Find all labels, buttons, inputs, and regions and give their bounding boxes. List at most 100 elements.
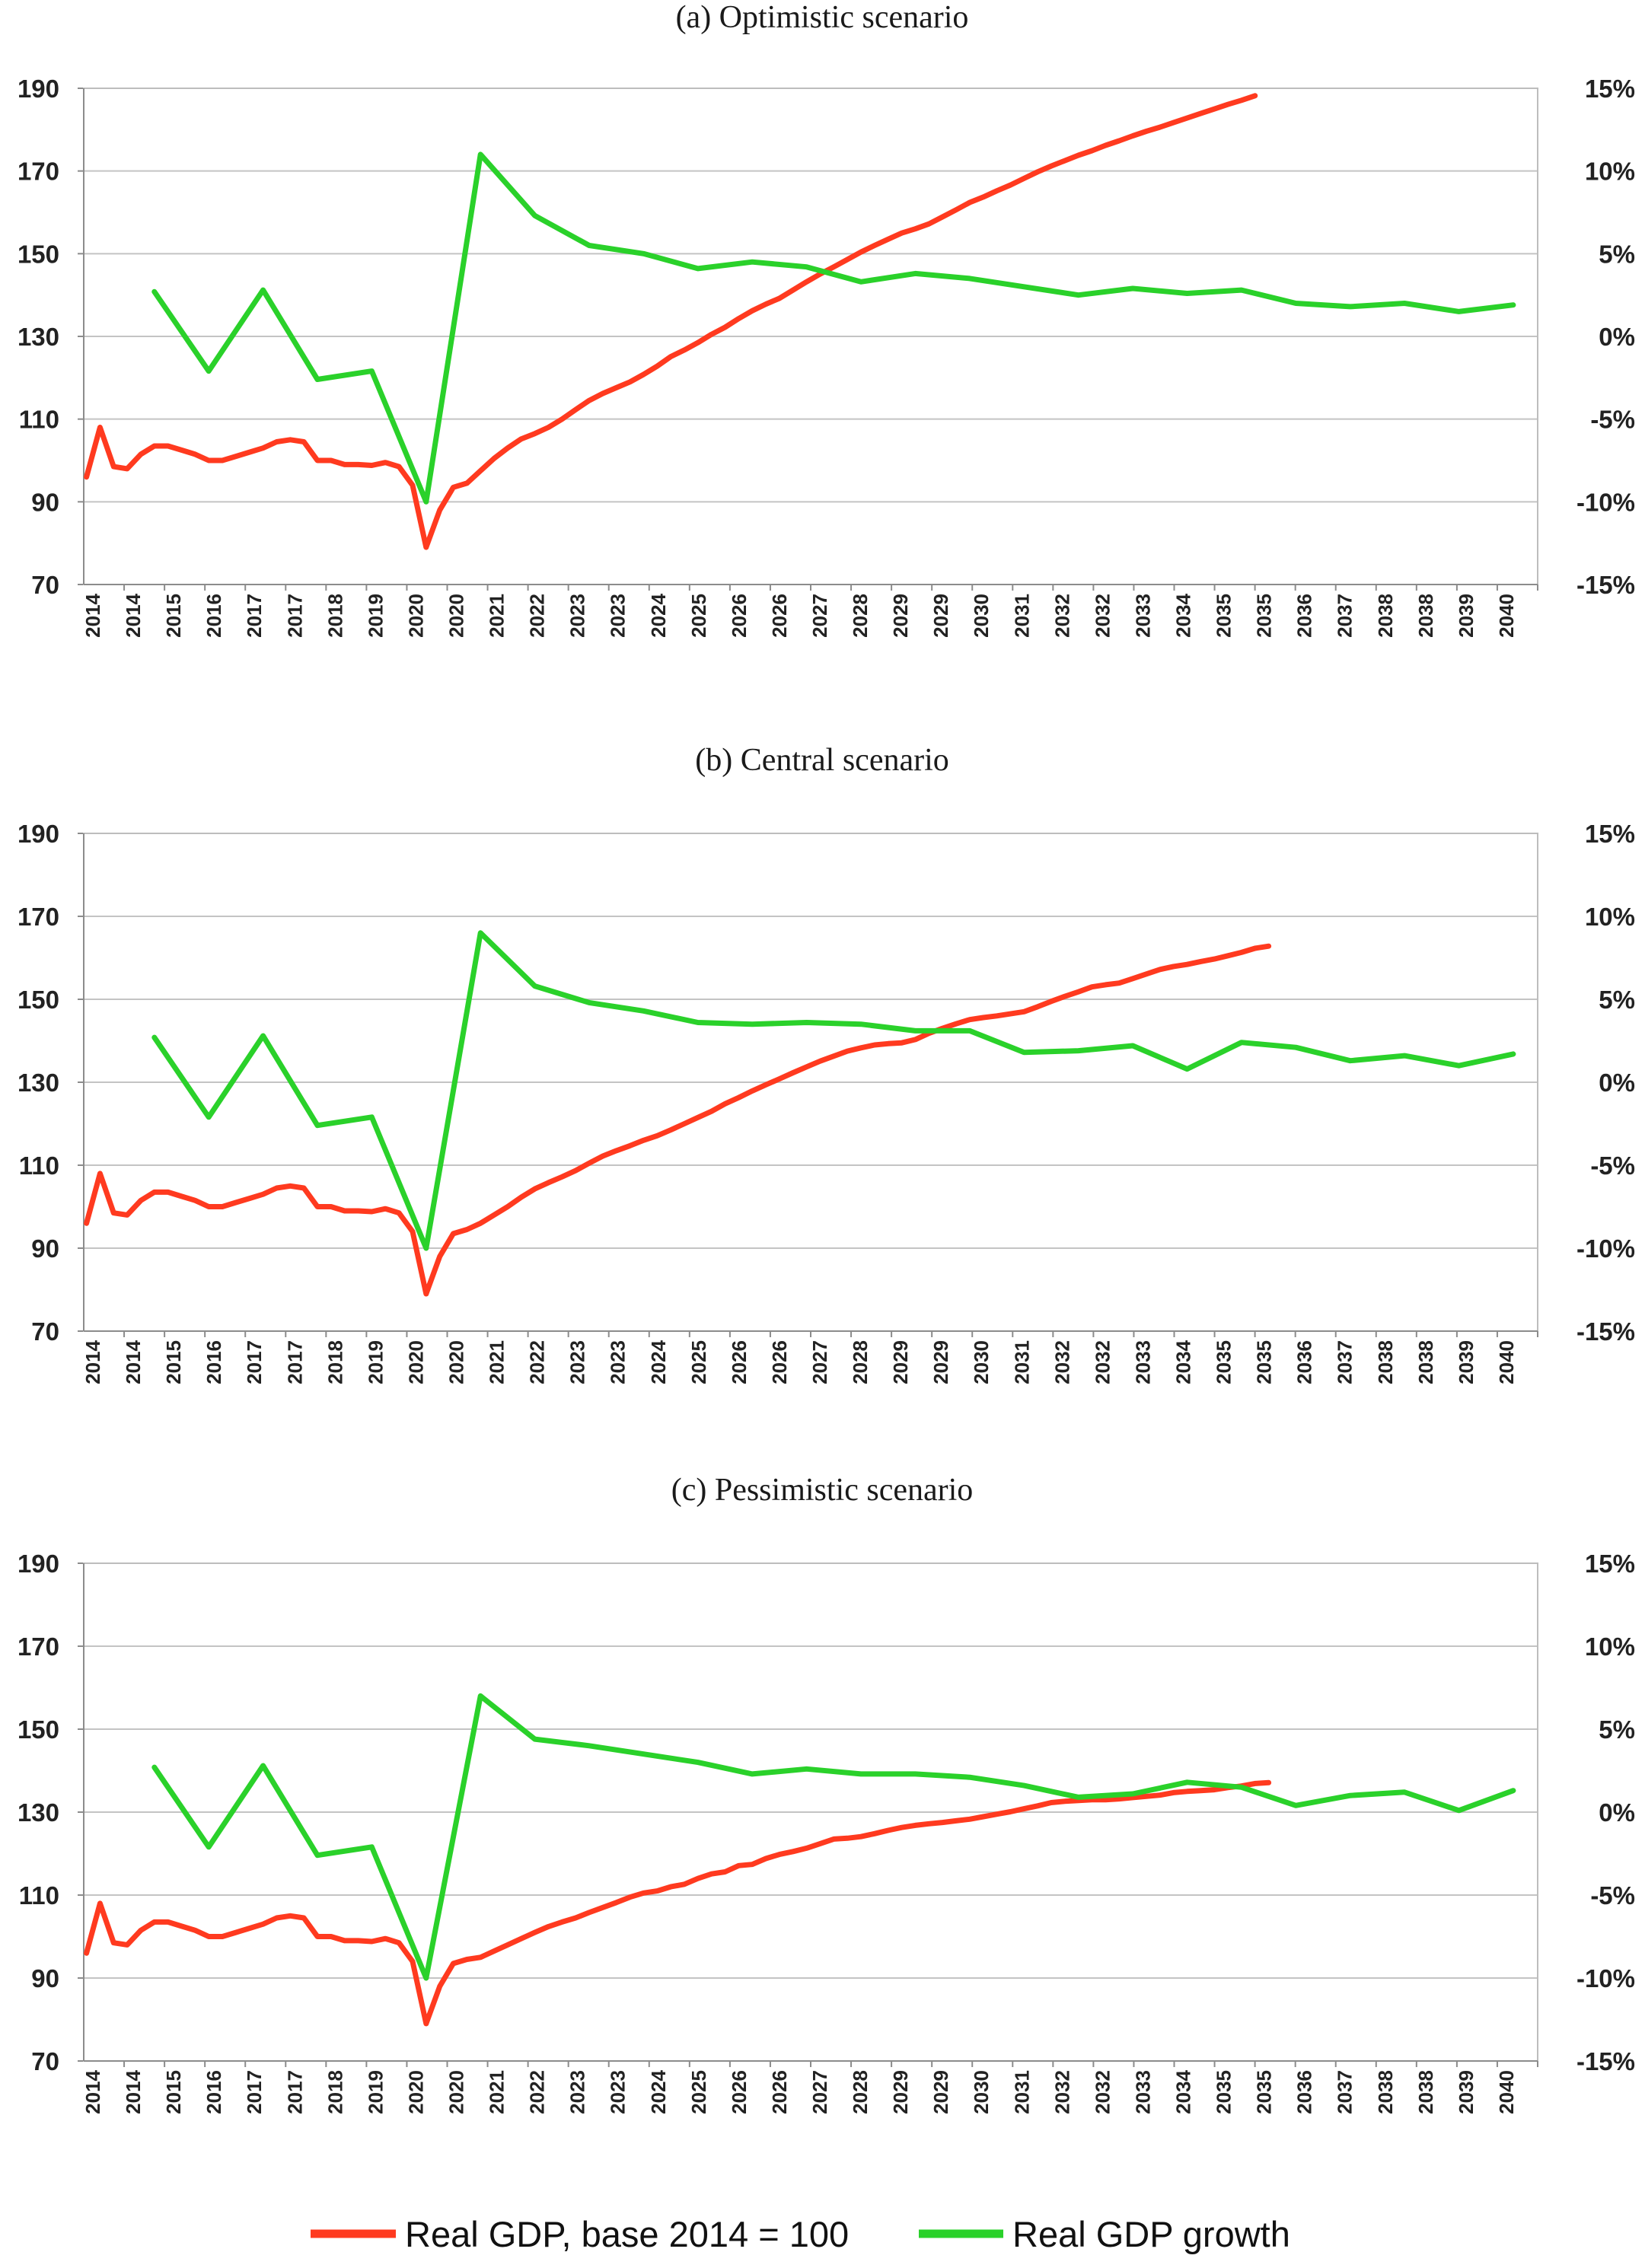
y-tick-label-right: -10%: [1576, 1964, 1635, 1992]
x-tick-label: 2031: [1010, 2070, 1033, 2114]
y-tick-label-left: 150: [18, 1715, 59, 1744]
x-tick-label: 2017: [283, 2070, 306, 2114]
y-tick-label-left: 150: [18, 986, 59, 1014]
x-tick-label: 2034: [1172, 1339, 1195, 1384]
y-tick-label-left: 110: [19, 406, 59, 434]
y-tick-label-right: 0%: [1599, 1798, 1635, 1827]
x-tick-label: 2035: [1253, 2070, 1276, 2114]
chart-title: (a) Optimistic scenario: [676, 0, 969, 35]
x-tick-label: 2023: [566, 2070, 589, 2114]
chart-panel-3: (c) Pessimistic scenario 70 -15% 90 -10% 110 -…: [18, 1473, 1635, 2114]
x-tick-label: 2028: [849, 594, 872, 638]
x-tick-label: 2030: [970, 1340, 993, 1384]
y-tick-label-right: -15%: [1576, 1317, 1635, 1346]
x-tick-label: 2015: [162, 1340, 185, 1384]
x-tick-label: 2036: [1293, 1340, 1316, 1384]
x-tick-label: 2038: [1414, 2070, 1437, 2114]
y-tick-label-right: -5%: [1590, 1152, 1635, 1180]
x-tick-label: 2031: [1010, 1340, 1033, 1384]
x-tick-label: 2039: [1455, 594, 1478, 638]
x-tick-label: 2017: [243, 1340, 266, 1384]
series-line-real-gdp-growth: [151, 1693, 1516, 1981]
x-tick-label: 2032: [1091, 1340, 1114, 1384]
x-tick-label: 2014: [81, 2069, 104, 2114]
series-line-real-gdp: [84, 943, 1272, 1297]
y-tick-label-right: 15%: [1585, 820, 1635, 848]
x-tick-label: 2030: [970, 594, 993, 638]
y-tick-label-left: 170: [18, 903, 59, 931]
y-tick-label-right: 5%: [1599, 240, 1635, 268]
x-tick-label: 2021: [486, 2070, 508, 2114]
x-tick-label: 2038: [1374, 2070, 1397, 2114]
x-tick-label: 2017: [243, 594, 266, 638]
x-tick-label: 2040: [1495, 594, 1518, 638]
y-tick-label-left: 90: [31, 1964, 59, 1992]
chart-title: (c) Pessimistic scenario: [671, 1473, 974, 1508]
x-tick-label: 2032: [1091, 594, 1114, 638]
x-tick-label: 2028: [849, 2070, 872, 2114]
x-tick-label: 2020: [445, 594, 468, 638]
y-tick-label-right: 0%: [1599, 1069, 1635, 1097]
x-tick-label: 2028: [849, 1340, 872, 1384]
y-tick-label-right: 5%: [1599, 986, 1635, 1014]
chart-panels: (a) Optimistic scenario 70 -15% 90 -10% 110 -5…: [18, 0, 1635, 2114]
y-tick-label-right: 15%: [1585, 1550, 1635, 1578]
x-tick-label: 2026: [768, 594, 791, 638]
y-tick-label-right: 10%: [1585, 1633, 1635, 1661]
x-tick-label: 2016: [202, 2070, 225, 2114]
x-tick-label: 2017: [283, 594, 306, 638]
x-tick-label: 2029: [889, 2070, 912, 2114]
x-tick-label: 2029: [929, 1340, 952, 1384]
x-tick-label: 2020: [445, 1340, 468, 1384]
x-tick-label: 2023: [566, 1340, 589, 1384]
y-tick-label-left: 70: [31, 571, 59, 599]
x-tick-label: 2036: [1293, 594, 1316, 638]
x-tick-label: 2033: [1131, 1340, 1154, 1384]
x-tick-label: 2033: [1131, 2070, 1154, 2114]
y-tick-label-right: 5%: [1599, 1715, 1635, 1744]
x-tick-label: 2025: [687, 594, 710, 638]
x-tick-label: 2029: [889, 1340, 912, 1384]
y-tick-label-left: 190: [18, 820, 59, 848]
x-tick-label: 2020: [404, 1340, 427, 1384]
x-tick-label: 2032: [1091, 2070, 1114, 2114]
y-tick-label-right: -5%: [1590, 1881, 1635, 1910]
x-tick-label: 2024: [647, 593, 670, 637]
x-tick-label: 2035: [1213, 2070, 1235, 2114]
x-tick-label: 2026: [768, 1340, 791, 1384]
x-tick-label: 2026: [728, 594, 751, 638]
x-tick-label: 2020: [404, 2070, 427, 2114]
x-tick-label: 2014: [122, 1339, 145, 1384]
x-tick-label: 2023: [607, 594, 630, 638]
y-tick-label-right: -5%: [1590, 406, 1635, 434]
x-tick-label: 2034: [1172, 2069, 1195, 2114]
x-tick-label: 2024: [647, 2069, 670, 2114]
x-tick-label: 2030: [970, 2070, 993, 2114]
x-tick-label: 2029: [929, 2070, 952, 2114]
x-tick-label: 2025: [687, 1340, 710, 1384]
x-tick-label: 2023: [566, 594, 589, 638]
x-tick-label: 2021: [486, 594, 508, 638]
x-tick-label: 2014: [122, 2069, 145, 2114]
x-tick-label: 2039: [1455, 2070, 1478, 2114]
x-tick-label: 2027: [808, 1340, 831, 1384]
series-line-real-gdp-growth: [151, 151, 1516, 505]
x-tick-label: 2038: [1414, 1340, 1437, 1384]
y-tick-label-left: 130: [18, 1798, 59, 1827]
x-tick-label: 2023: [607, 1340, 630, 1384]
x-tick-label: 2035: [1213, 1340, 1235, 1384]
x-tick-label: 2040: [1495, 2070, 1518, 2114]
x-tick-label: 2022: [526, 1340, 549, 1384]
series-line-real-gdp: [84, 93, 1258, 550]
x-tick-label: 2021: [486, 1340, 508, 1384]
y-tick-label-right: 10%: [1585, 903, 1635, 931]
x-tick-label: 2032: [1050, 594, 1073, 638]
x-tick-label: 2014: [81, 1339, 104, 1384]
x-tick-label: 2027: [808, 2070, 831, 2114]
x-tick-label: 2015: [162, 594, 185, 638]
x-tick-label: 2040: [1495, 1340, 1518, 1384]
legend-label-gdp: Real GDP, base 2014 = 100: [405, 2214, 849, 2254]
x-tick-label: 2016: [202, 1340, 225, 1384]
